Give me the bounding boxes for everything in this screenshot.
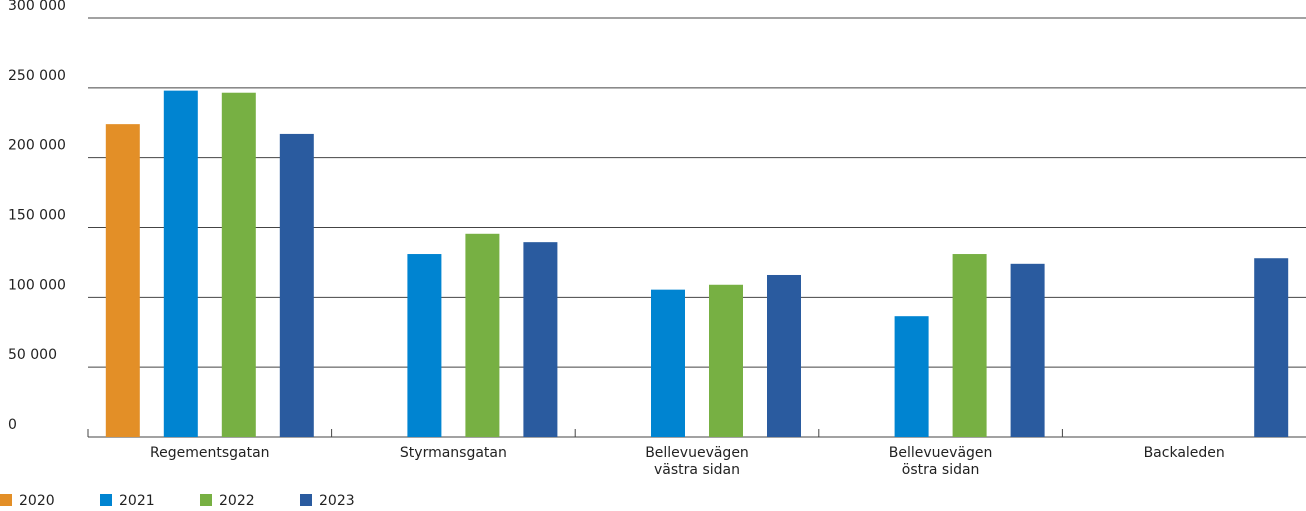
y-tick-label: 250 000	[8, 68, 66, 84]
legend-swatch	[0, 494, 12, 506]
legend-label: 2022	[219, 493, 255, 509]
y-tick-label: 300 000	[8, 0, 66, 14]
legend-label: 2020	[19, 493, 55, 509]
legend-swatch	[200, 494, 212, 506]
legend-swatch	[300, 494, 312, 506]
legend-label: 2021	[119, 493, 155, 509]
bar	[767, 274, 801, 437]
x-tick-label: Regementsgatan	[150, 445, 270, 461]
y-tick-label: 200 000	[8, 138, 66, 154]
x-tick-label: Bellevuevägen östra sidan	[888, 445, 993, 478]
bar	[105, 124, 140, 437]
bar	[163, 90, 198, 438]
bar	[1010, 263, 1045, 437]
bar	[952, 254, 987, 437]
bar	[407, 254, 442, 437]
bar	[894, 316, 929, 437]
y-tick-label: 50 000	[8, 347, 57, 363]
bar	[1254, 258, 1289, 437]
bar	[465, 233, 500, 437]
y-tick-label: 0	[8, 417, 17, 433]
y-tick-label: 150 000	[8, 208, 66, 224]
bar	[523, 242, 558, 437]
bar	[709, 284, 743, 437]
x-tick-label: Backaleden	[1143, 445, 1225, 461]
legend-swatch	[100, 494, 112, 506]
bar	[279, 133, 314, 437]
legend-label: 2023	[319, 493, 355, 509]
x-tick-label: Bellevuevägen västra sidan	[645, 445, 749, 478]
y-tick-label: 100 000	[8, 277, 66, 293]
x-tick-label: Styrmansgatan	[399, 445, 507, 461]
bar	[651, 289, 685, 437]
bar	[221, 92, 256, 437]
